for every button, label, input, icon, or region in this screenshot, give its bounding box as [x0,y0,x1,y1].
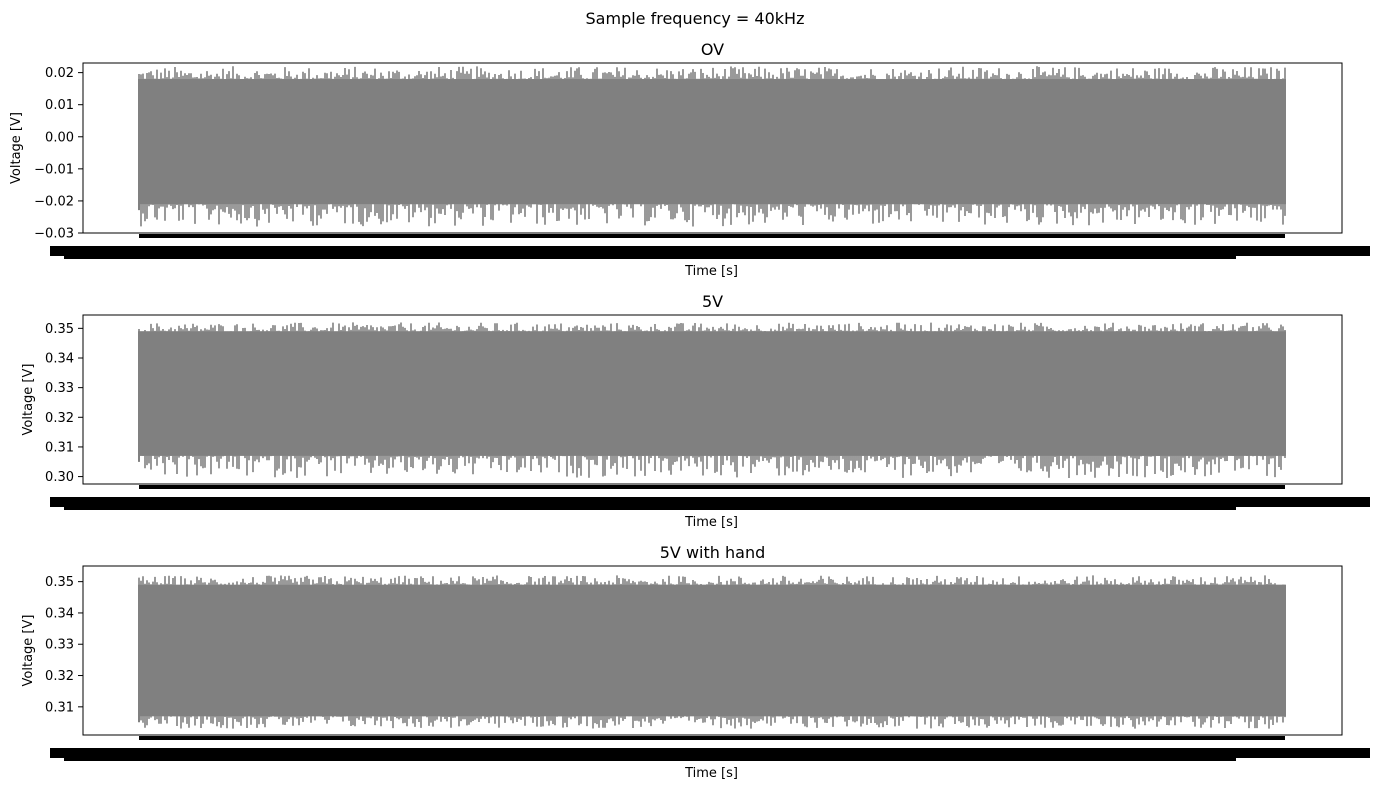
x-axis-label: Time [s] [684,264,738,279]
x-tick-labels-band [50,497,1370,507]
y-tick-label: 0.02 [45,66,74,81]
y-tick-label: 0.34 [45,351,74,366]
y-tick-label: 0.32 [45,411,74,426]
x-tick-labels-band [50,748,1370,758]
x-tick-labels-band [64,507,1236,510]
signal-band [139,331,1285,456]
x-tick-labels-band [64,758,1236,761]
y-tick-label: 0.33 [45,638,74,653]
figure-suptitle: Sample frequency = 40kHz [586,9,805,28]
x-axis-label: Time [s] [684,766,738,781]
y-axis-label: Voltage [V] [21,364,36,436]
y-tick-label: 0.33 [45,381,74,396]
y-tick-label: −0.03 [34,227,74,242]
subplot-title: 5V [702,292,723,311]
y-axis-label: Voltage [V] [21,615,36,687]
y-axis-label: Voltage [V] [9,112,24,184]
y-tick-label: −0.02 [34,194,74,209]
signal-band [139,79,1285,205]
y-tick-label: 0.31 [45,700,74,715]
axes-frame [82,565,1343,736]
y-tick-label: 0.30 [45,470,74,485]
subplot-3: 5V with hand Voltage [V] Time [s] 0.35 0.34 0… [21,543,1370,781]
y-tick-label: 0.01 [45,98,74,113]
y-tick-label: 0.34 [45,606,74,621]
y-tick-label: 0.35 [45,575,74,590]
x-tick-labels-band [64,256,1236,259]
axes-frame [82,314,1343,485]
y-tick-label: 0.35 [45,322,74,337]
subplot-2: 5V Voltage [V] Time [s] 0.35 0.34 0.33 0.32 0.3… [21,292,1370,530]
x-ticks-band [139,234,1285,238]
axes-frame [82,62,1343,234]
subplot-title: OV [701,40,724,59]
x-axis-label: Time [s] [684,515,738,530]
x-ticks-band [139,736,1285,740]
x-ticks-band [139,485,1285,489]
y-tick-label: 0.32 [45,669,74,684]
y-tick-label: 0.31 [45,440,74,455]
subplot-1: OV Voltage [V] Time [s] 0.02 0.01 0.00 −0.01 −0… [9,40,1370,279]
signal-band [139,584,1285,717]
y-tick-label: 0.00 [45,130,74,145]
subplot-title: 5V with hand [660,543,765,562]
x-tick-labels-band [50,246,1370,256]
y-tick-label: −0.01 [34,162,74,177]
